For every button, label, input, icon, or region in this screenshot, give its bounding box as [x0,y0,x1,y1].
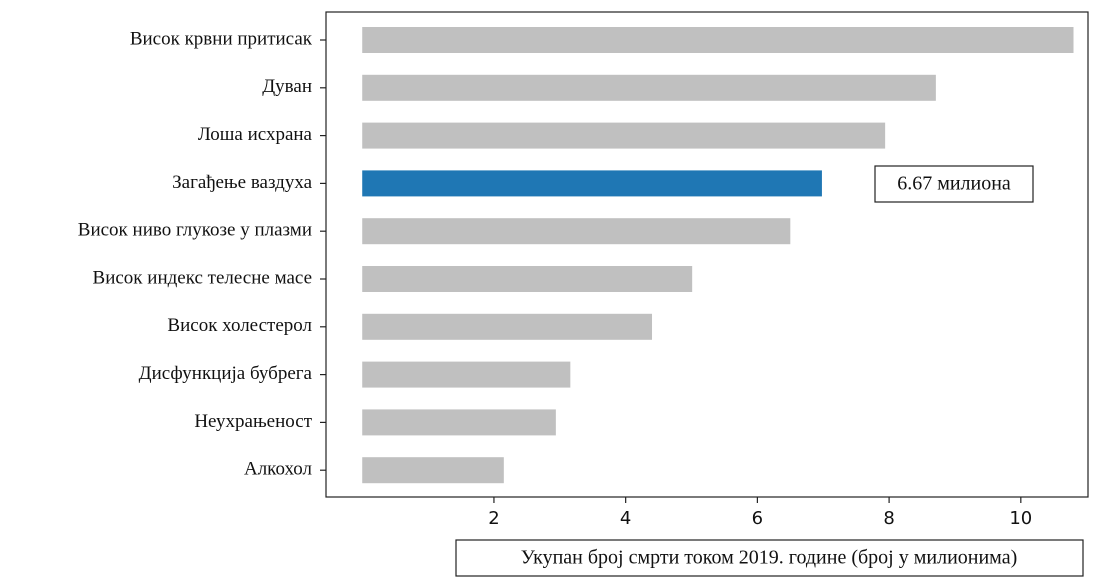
bar [362,27,1074,53]
y-tick-label: Висок индекс телесне масе [93,267,312,288]
bar [362,122,886,149]
annotation: 6.67 милиона [897,173,1011,195]
y-tick-label: Висок ниво глукозе у плазми [78,220,312,241]
annotation-box [874,165,1034,203]
bar [362,170,822,197]
x-tick-label: 4 [620,508,631,529]
bar [362,361,571,388]
y-tick-label: Дисфункција бубрега [139,363,313,384]
x-tick-label: 2 [488,508,499,529]
x-axis-label: Укупан број смрти током 2019. године (бр… [521,547,1018,569]
bar [362,313,653,340]
y-tick-label: Висок крвни притисак [130,28,313,49]
x-label-box [455,539,1084,577]
bar [362,457,504,484]
plot-frame [325,11,1089,498]
y-tick-label: Алкохол [244,459,313,480]
y-tick-label: Загађење ваздуха [172,172,312,193]
y-tick-label: Дуван [262,76,312,97]
bar [362,218,791,245]
bar [362,266,693,292]
x-tick-label: 8 [883,508,894,529]
bar [362,409,556,436]
bar [362,74,936,101]
y-tick-label: Висок холестерол [167,315,312,336]
x-tick-label: 10 [1009,508,1032,529]
y-tick-label: Лоша исхрана [198,124,313,145]
x-tick-label: 6 [752,508,763,529]
y-tick-label: Неухрањеност [194,411,312,432]
